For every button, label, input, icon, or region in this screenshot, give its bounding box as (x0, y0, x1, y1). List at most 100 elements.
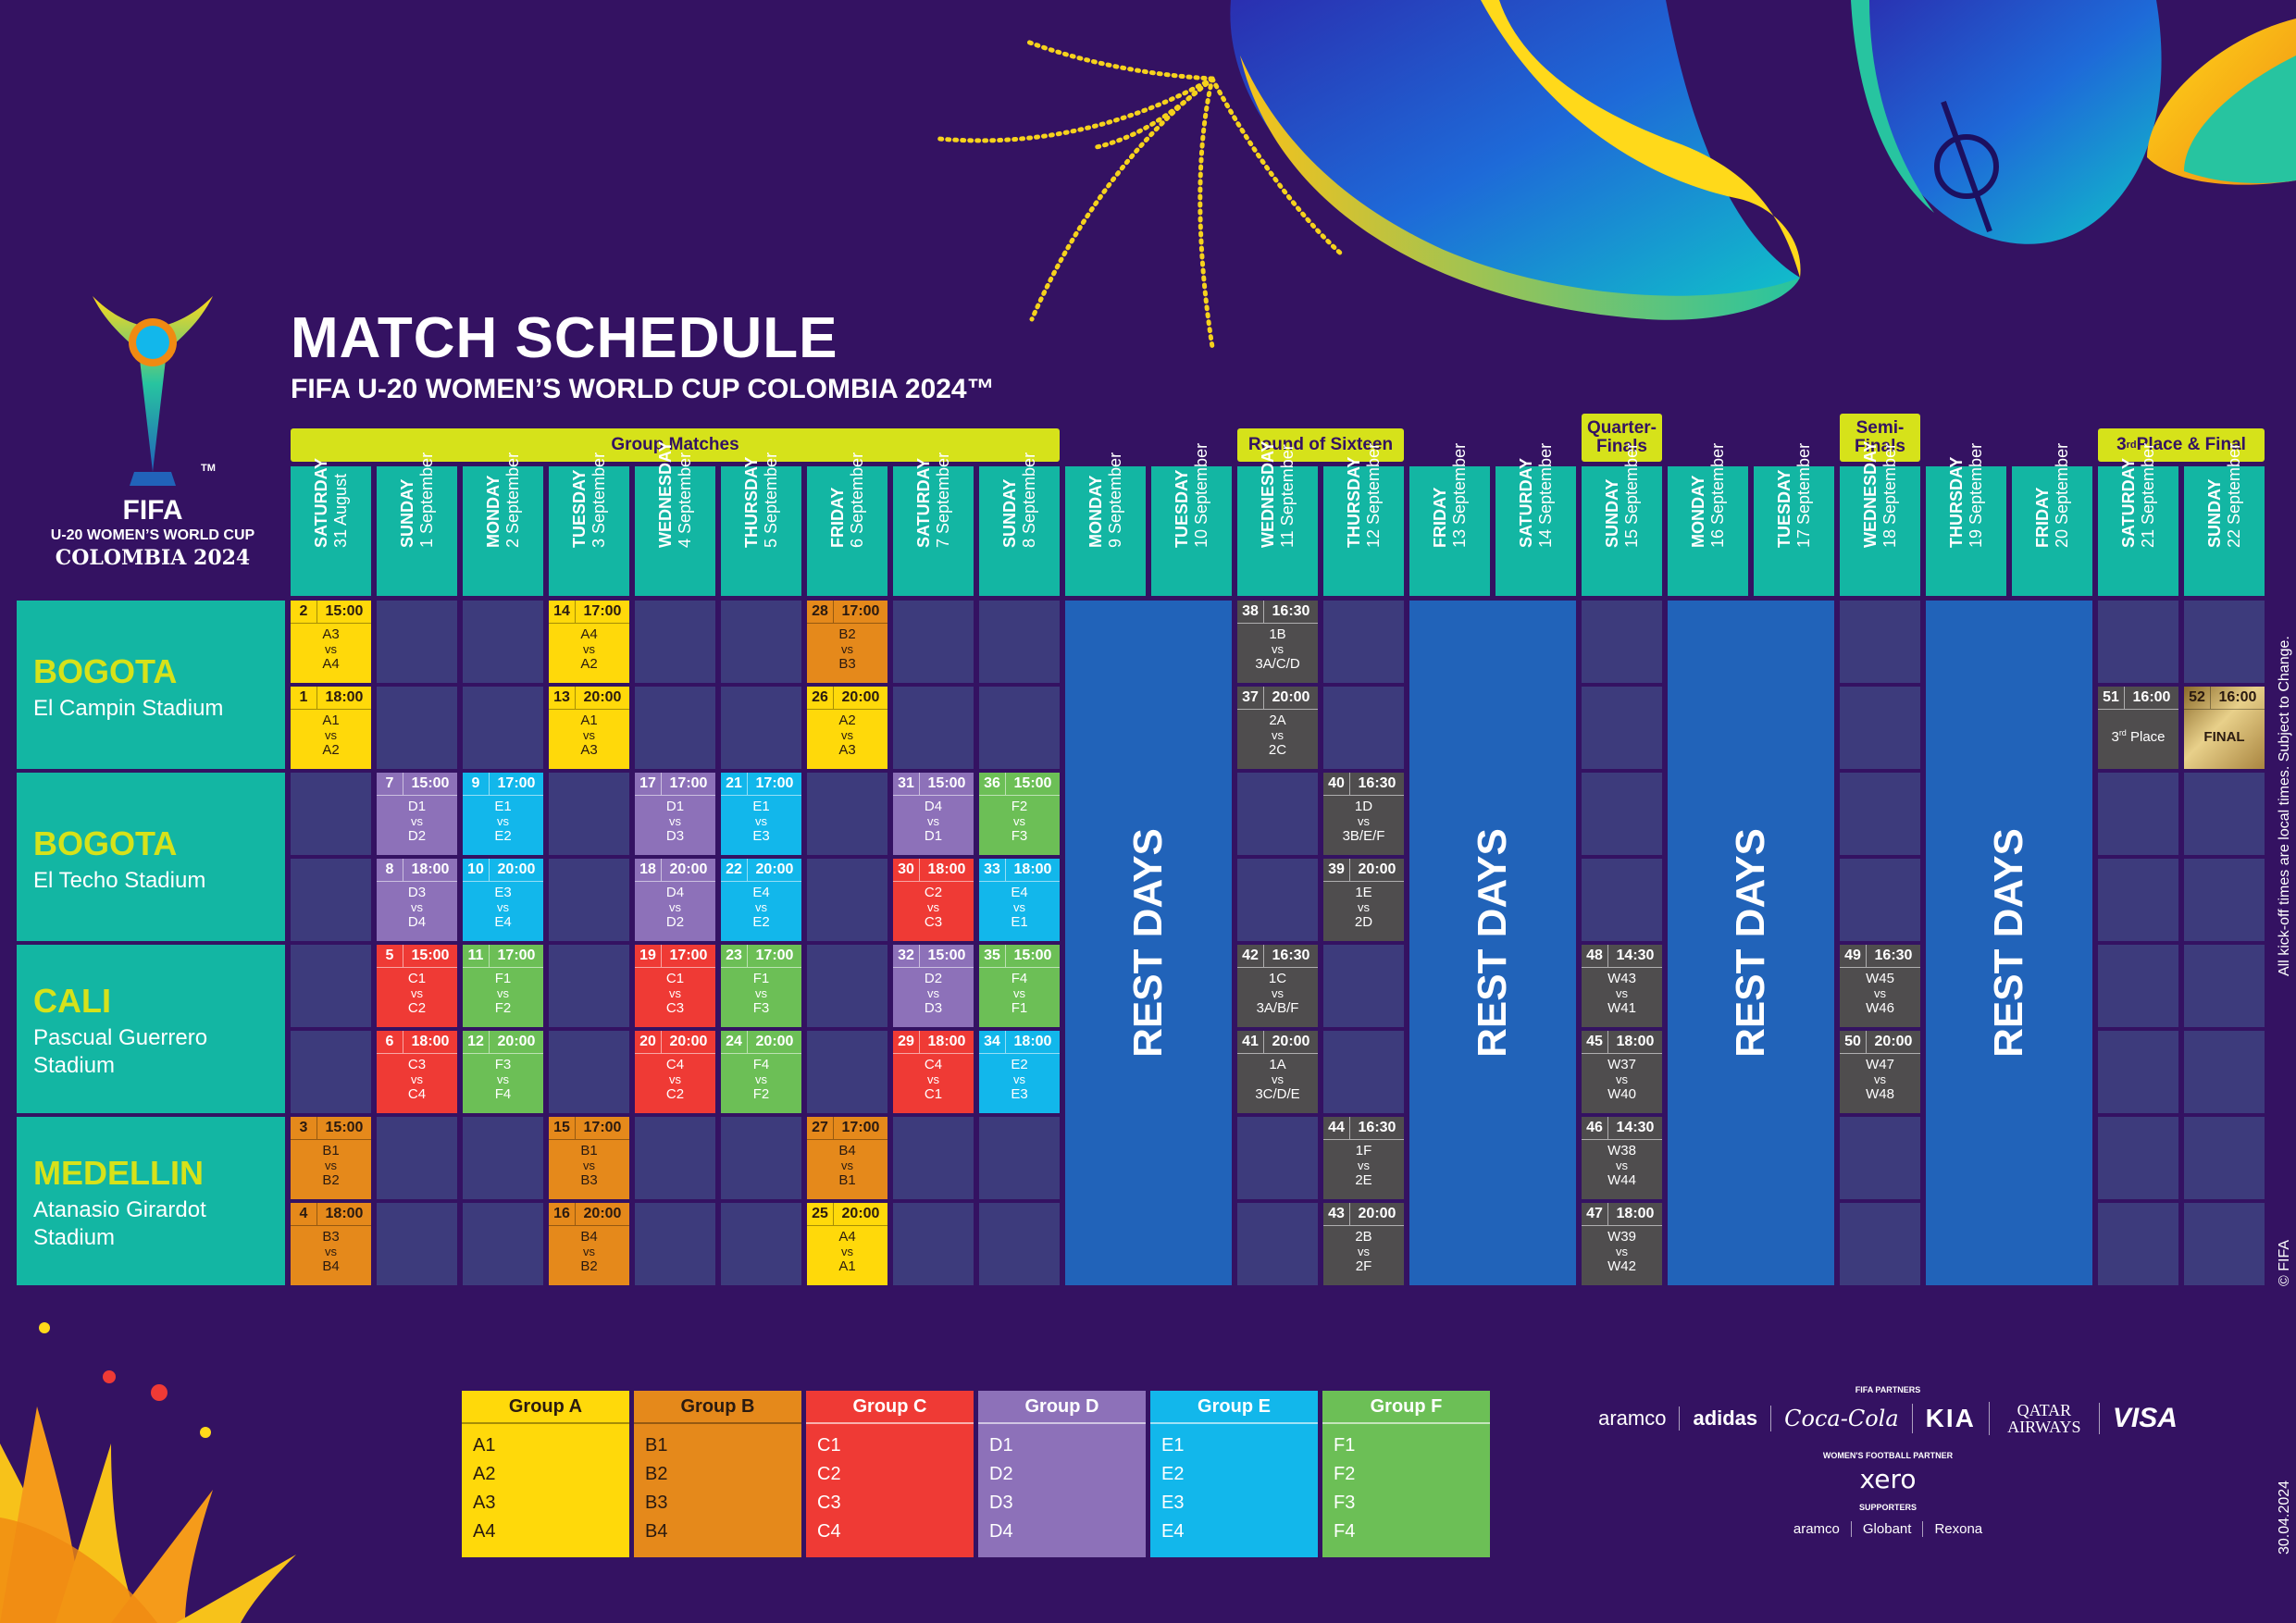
match-time: 15:00 (325, 1120, 364, 1135)
match-number: 39 (1323, 859, 1350, 881)
match-teams: 1F vs 2E (1323, 1142, 1404, 1189)
versus-label: vs (927, 814, 939, 828)
match-card[interactable]: 47 18:00 W39 vs W42 (1582, 1203, 1662, 1285)
empty-cell (979, 601, 1060, 683)
empty-cell (893, 1117, 974, 1199)
match-card[interactable]: 4 18:00 B3 vs B4 (291, 1203, 371, 1285)
match-card[interactable]: 34 18:00 E2 vs E3 (979, 1031, 1060, 1113)
match-card[interactable]: 51 16:00 3rd Place (2098, 687, 2178, 769)
match-card[interactable]: 14 17:00 A4 vs A2 (549, 601, 629, 683)
match-card[interactable]: 16 20:00 B4 vs B2 (549, 1203, 629, 1285)
match-card[interactable]: 22 20:00 E4 vs E2 (721, 859, 801, 941)
team-two: 3A/B/F (1256, 1000, 1299, 1016)
empty-cell (377, 687, 457, 769)
match-card[interactable]: 33 18:00 E4 vs E1 (979, 859, 1060, 941)
empty-cell (549, 773, 629, 855)
match-card[interactable]: 37 20:00 2A vs 2C (1237, 687, 1318, 769)
match-teams: W45 vs W46 (1840, 970, 1920, 1017)
match-card[interactable]: 43 20:00 2B vs 2F (1323, 1203, 1404, 1285)
match-card[interactable]: 9 17:00 E1 vs E2 (463, 773, 543, 855)
empty-cell (2098, 601, 2178, 683)
empty-cell (2098, 859, 2178, 941)
match-number: 7 (377, 773, 403, 795)
match-header: 14 17:00 (549, 601, 629, 624)
match-card[interactable]: 35 15:00 F4 vs F1 (979, 945, 1060, 1027)
match-card[interactable]: 45 18:00 W37 vs W40 (1582, 1031, 1662, 1113)
match-card[interactable]: 41 20:00 1A vs 3C/D/E (1237, 1031, 1318, 1113)
empty-cell (807, 773, 887, 855)
match-card[interactable]: 5 15:00 C1 vs C2 (377, 945, 457, 1027)
versus-label: vs (755, 814, 767, 828)
match-card[interactable]: 8 18:00 D3 vs D4 (377, 859, 457, 941)
match-card[interactable]: 19 17:00 C1 vs C3 (635, 945, 715, 1027)
match-card[interactable]: 13 20:00 A1 vs A3 (549, 687, 629, 769)
match-time: 18:00 (325, 689, 364, 705)
match-card[interactable]: 24 20:00 F4 vs F2 (721, 1031, 801, 1113)
match-card[interactable]: 44 16:30 1F vs 2E (1323, 1117, 1404, 1199)
day-date: 13 September (1449, 442, 1469, 548)
group-legend-box: Group E E1 E2 E3 E4 (1150, 1391, 1318, 1557)
match-time: 18:00 (1013, 861, 1052, 877)
fifa-partner-logos: aramco adidas Coca-Cola KIA QATAR AIRWAYS VIS… (1555, 1396, 2221, 1441)
empty-cell (1323, 945, 1404, 1027)
match-card[interactable]: 7 15:00 D1 vs D2 (377, 773, 457, 855)
match-number: 29 (893, 1031, 920, 1053)
match-header: 8 18:00 (377, 859, 457, 882)
team-one: 1E (1355, 885, 1372, 900)
match-card[interactable]: 32 15:00 D2 vs D3 (893, 945, 974, 1027)
match-card[interactable]: 18 20:00 D4 vs D2 (635, 859, 715, 941)
match-card[interactable]: 2 15:00 A3 vs A4 (291, 601, 371, 683)
match-card[interactable]: 17 17:00 D1 vs D3 (635, 773, 715, 855)
match-card[interactable]: 23 17:00 F1 vs F3 (721, 945, 801, 1027)
day-name: SUNDAY (2204, 478, 2224, 548)
match-card[interactable]: 3 15:00 B1 vs B2 (291, 1117, 371, 1199)
match-teams: FINAL (2203, 729, 2245, 745)
match-time: 17:00 (497, 775, 536, 791)
versus-label: vs (1013, 900, 1025, 914)
match-card[interactable]: 30 18:00 C2 vs C3 (893, 859, 974, 941)
match-card[interactable]: 15 17:00 B1 vs B3 (549, 1117, 629, 1199)
team-one: 1A (1269, 1057, 1286, 1072)
match-card[interactable]: 21 17:00 E1 vs E3 (721, 773, 801, 855)
match-teams: A1 vs A2 (291, 712, 371, 759)
match-card[interactable]: 11 17:00 F1 vs F2 (463, 945, 543, 1027)
match-card[interactable]: 46 14:30 W38 vs W44 (1582, 1117, 1662, 1199)
match-card[interactable]: 28 17:00 B2 vs B3 (807, 601, 887, 683)
match-header: 35 15:00 (979, 945, 1060, 968)
partner-logo: aramco (1598, 1406, 1667, 1430)
match-teams: 1A vs 3C/D/E (1237, 1056, 1318, 1103)
match-card[interactable]: 26 20:00 A2 vs A3 (807, 687, 887, 769)
team-one: W47 (1866, 1057, 1894, 1072)
day-header: WEDNESDAY 4 September (635, 441, 715, 596)
match-card[interactable]: 27 17:00 B4 vs B1 (807, 1117, 887, 1199)
match-card[interactable]: 36 15:00 F2 vs F3 (979, 773, 1060, 855)
empty-cell (1840, 773, 1920, 855)
match-card[interactable]: 40 16:30 1D vs 3B/E/F (1323, 773, 1404, 855)
match-number: 32 (893, 945, 920, 967)
match-card[interactable]: 39 20:00 1E vs 2D (1323, 859, 1404, 941)
match-card[interactable]: 10 20:00 E3 vs E4 (463, 859, 543, 941)
match-card[interactable]: 1 18:00 A1 vs A2 (291, 687, 371, 769)
kickoff-note: All kick-off times are local times. Subj… (2277, 636, 2292, 976)
team-two: W41 (1607, 1000, 1636, 1016)
match-number: 52 (2184, 687, 2211, 709)
match-card[interactable]: 38 16:30 1B vs 3A/C/D (1237, 601, 1318, 683)
match-time: 18:00 (1013, 1034, 1052, 1049)
match-card[interactable]: 49 16:30 W45 vs W46 (1840, 945, 1920, 1027)
match-card[interactable]: 29 18:00 C4 vs C1 (893, 1031, 974, 1113)
group-team: F1 (1334, 1435, 1356, 1456)
match-time: 17:00 (755, 775, 794, 791)
match-card[interactable]: 6 18:00 C3 vs C4 (377, 1031, 457, 1113)
match-card[interactable]: 31 15:00 D4 vs D1 (893, 773, 974, 855)
match-card[interactable]: 12 20:00 F3 vs F4 (463, 1031, 543, 1113)
empty-cell (1840, 1117, 1920, 1199)
versus-label: vs (841, 642, 853, 656)
match-card[interactable]: 42 16:30 1C vs 3A/B/F (1237, 945, 1318, 1027)
match-card[interactable]: 48 14:30 W43 vs W41 (1582, 945, 1662, 1027)
match-card[interactable]: 20 20:00 C4 vs C2 (635, 1031, 715, 1113)
match-card[interactable]: 25 20:00 A4 vs A1 (807, 1203, 887, 1285)
team-one: F1 (494, 971, 512, 986)
match-time: 16:30 (1272, 603, 1310, 619)
match-card[interactable]: 52 16:00 FINAL (2184, 687, 2265, 769)
match-card[interactable]: 50 20:00 W47 vs W48 (1840, 1031, 1920, 1113)
